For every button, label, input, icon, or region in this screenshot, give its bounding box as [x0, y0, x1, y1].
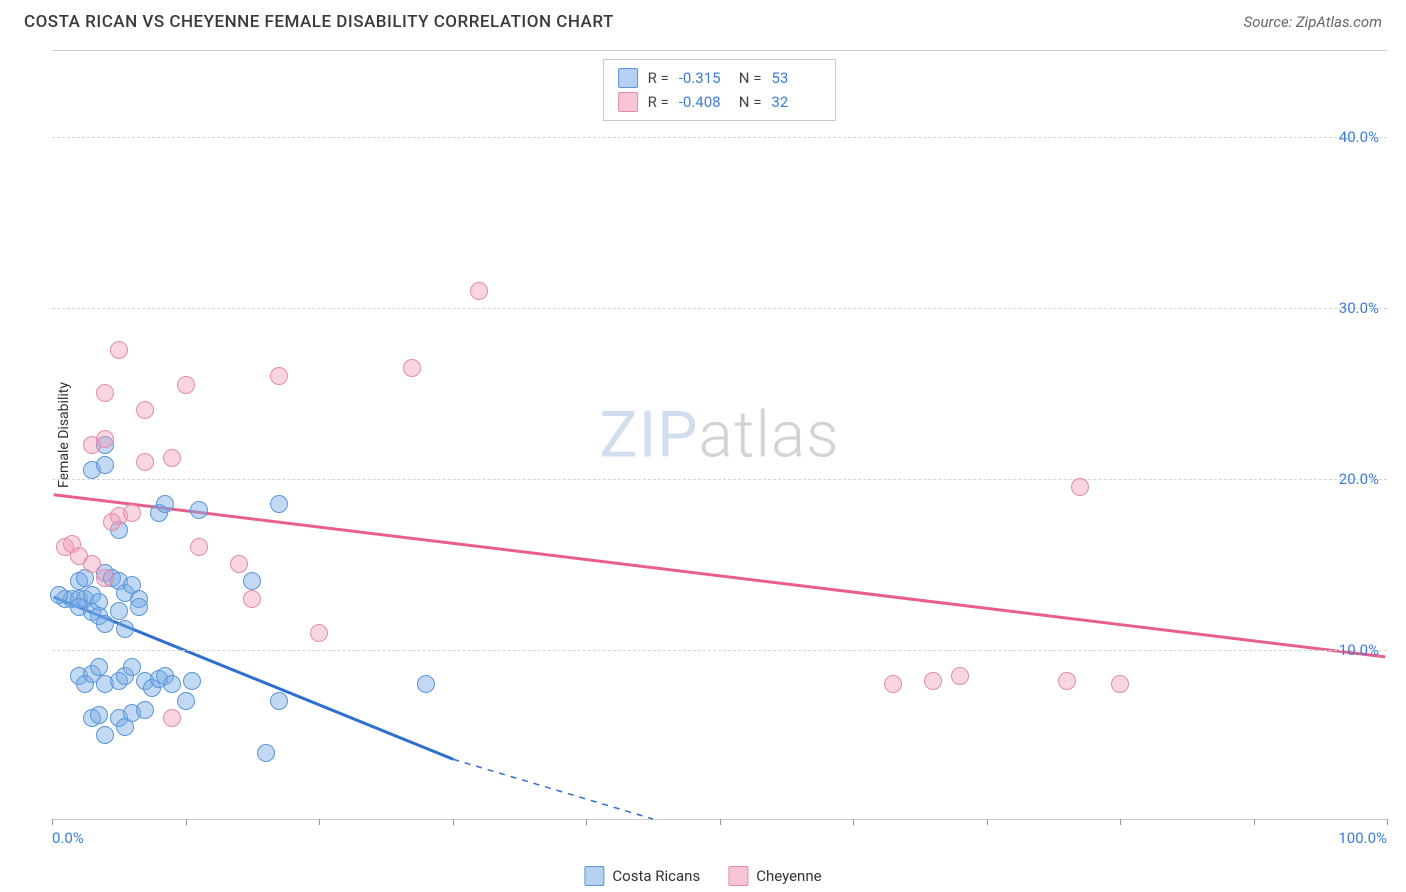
- data-point: [310, 624, 328, 642]
- x-tick: [52, 819, 53, 825]
- y-tick-label: 30.0%: [1339, 299, 1379, 317]
- data-point: [130, 598, 148, 616]
- data-point: [470, 282, 488, 300]
- stat-r-value: -0.315: [679, 69, 729, 87]
- x-tick: [1254, 819, 1255, 825]
- data-point: [270, 495, 288, 513]
- chart-title: COSTA RICAN VS CHEYENNE FEMALE DISABILIT…: [24, 12, 614, 32]
- data-point: [136, 453, 154, 471]
- x-tick: [720, 819, 721, 825]
- x-tick-label: 0.0%: [52, 829, 84, 847]
- data-point: [1111, 675, 1129, 693]
- data-point: [96, 430, 114, 448]
- x-tick-label: 100.0%: [1338, 829, 1387, 847]
- x-tick: [1387, 819, 1388, 825]
- data-point: [110, 341, 128, 359]
- gridline: [52, 308, 1387, 309]
- data-point: [270, 367, 288, 385]
- y-tick-label: 20.0%: [1339, 470, 1379, 488]
- legend-label: Costa Ricans: [612, 867, 700, 885]
- legend-swatch-icon: [728, 866, 748, 886]
- x-tick: [853, 819, 854, 825]
- legend-label: Cheyenne: [756, 867, 821, 885]
- data-point: [96, 384, 114, 402]
- legend-swatch-icon: [584, 866, 604, 886]
- data-point: [951, 667, 969, 685]
- correlation-stats-box: R = -0.315 N = 53 R = -0.408 N = 32: [603, 59, 837, 121]
- data-point: [96, 569, 114, 587]
- x-tick: [453, 819, 454, 825]
- data-point: [270, 692, 288, 710]
- gridline: [52, 650, 1387, 651]
- data-point: [403, 359, 421, 377]
- data-point: [116, 620, 134, 638]
- legend-item: Costa Ricans: [584, 866, 700, 886]
- legend-item: Cheyenne: [728, 866, 821, 886]
- data-point: [163, 709, 181, 727]
- gridline: [52, 137, 1387, 138]
- data-point: [190, 538, 208, 556]
- data-point: [177, 692, 195, 710]
- data-point: [136, 401, 154, 419]
- data-point: [230, 555, 248, 573]
- data-point: [257, 744, 275, 762]
- data-point: [243, 590, 261, 608]
- data-point: [50, 586, 68, 604]
- data-point: [183, 672, 201, 690]
- y-axis-label: Female Disability: [56, 382, 72, 488]
- data-point: [884, 675, 902, 693]
- data-point: [156, 495, 174, 513]
- stat-n-label: N =: [739, 69, 762, 87]
- x-tick: [987, 819, 988, 825]
- x-tick: [319, 819, 320, 825]
- stat-r-label: R =: [648, 93, 669, 111]
- data-point: [1058, 672, 1076, 690]
- y-tick-label: 40.0%: [1339, 128, 1379, 146]
- x-tick: [586, 819, 587, 825]
- data-point: [243, 572, 261, 590]
- data-point: [96, 456, 114, 474]
- data-point: [190, 501, 208, 519]
- stat-n-value: 32: [771, 93, 821, 111]
- stat-r-label: R =: [648, 69, 669, 87]
- data-point: [417, 675, 435, 693]
- data-point: [163, 449, 181, 467]
- data-point: [136, 701, 154, 719]
- stats-row: R = -0.408 N = 32: [618, 90, 822, 114]
- data-point: [96, 615, 114, 633]
- gridline: [52, 479, 1387, 480]
- data-point: [90, 658, 108, 676]
- x-tick: [1120, 819, 1121, 825]
- legend: Costa Ricans Cheyenne: [584, 866, 821, 886]
- data-point: [163, 675, 181, 693]
- stat-n-value: 53: [771, 69, 821, 87]
- data-point: [90, 706, 108, 724]
- y-tick-label: 10.0%: [1339, 641, 1379, 659]
- data-point: [96, 726, 114, 744]
- stats-row: R = -0.315 N = 53: [618, 66, 822, 90]
- watermark: ZIPatlas: [599, 398, 839, 473]
- data-point: [123, 504, 141, 522]
- stat-n-label: N =: [739, 93, 762, 111]
- trendlines-layer: [52, 51, 1387, 819]
- trendline-extrapolated: [453, 759, 653, 819]
- chart-plot-area: Female Disability ZIPatlas R = -0.315 N = 5…: [52, 50, 1387, 820]
- data-point: [924, 672, 942, 690]
- data-point: [1071, 478, 1089, 496]
- data-point: [110, 602, 128, 620]
- series-swatch-icon: [618, 92, 638, 112]
- stat-r-value: -0.408: [679, 93, 729, 111]
- data-point: [177, 376, 195, 394]
- x-tick: [186, 819, 187, 825]
- source-attribution: Source: ZipAtlas.com: [1244, 13, 1382, 31]
- watermark-atlas: atlas: [699, 398, 840, 473]
- series-swatch-icon: [618, 68, 638, 88]
- watermark-zip: ZIP: [599, 398, 698, 473]
